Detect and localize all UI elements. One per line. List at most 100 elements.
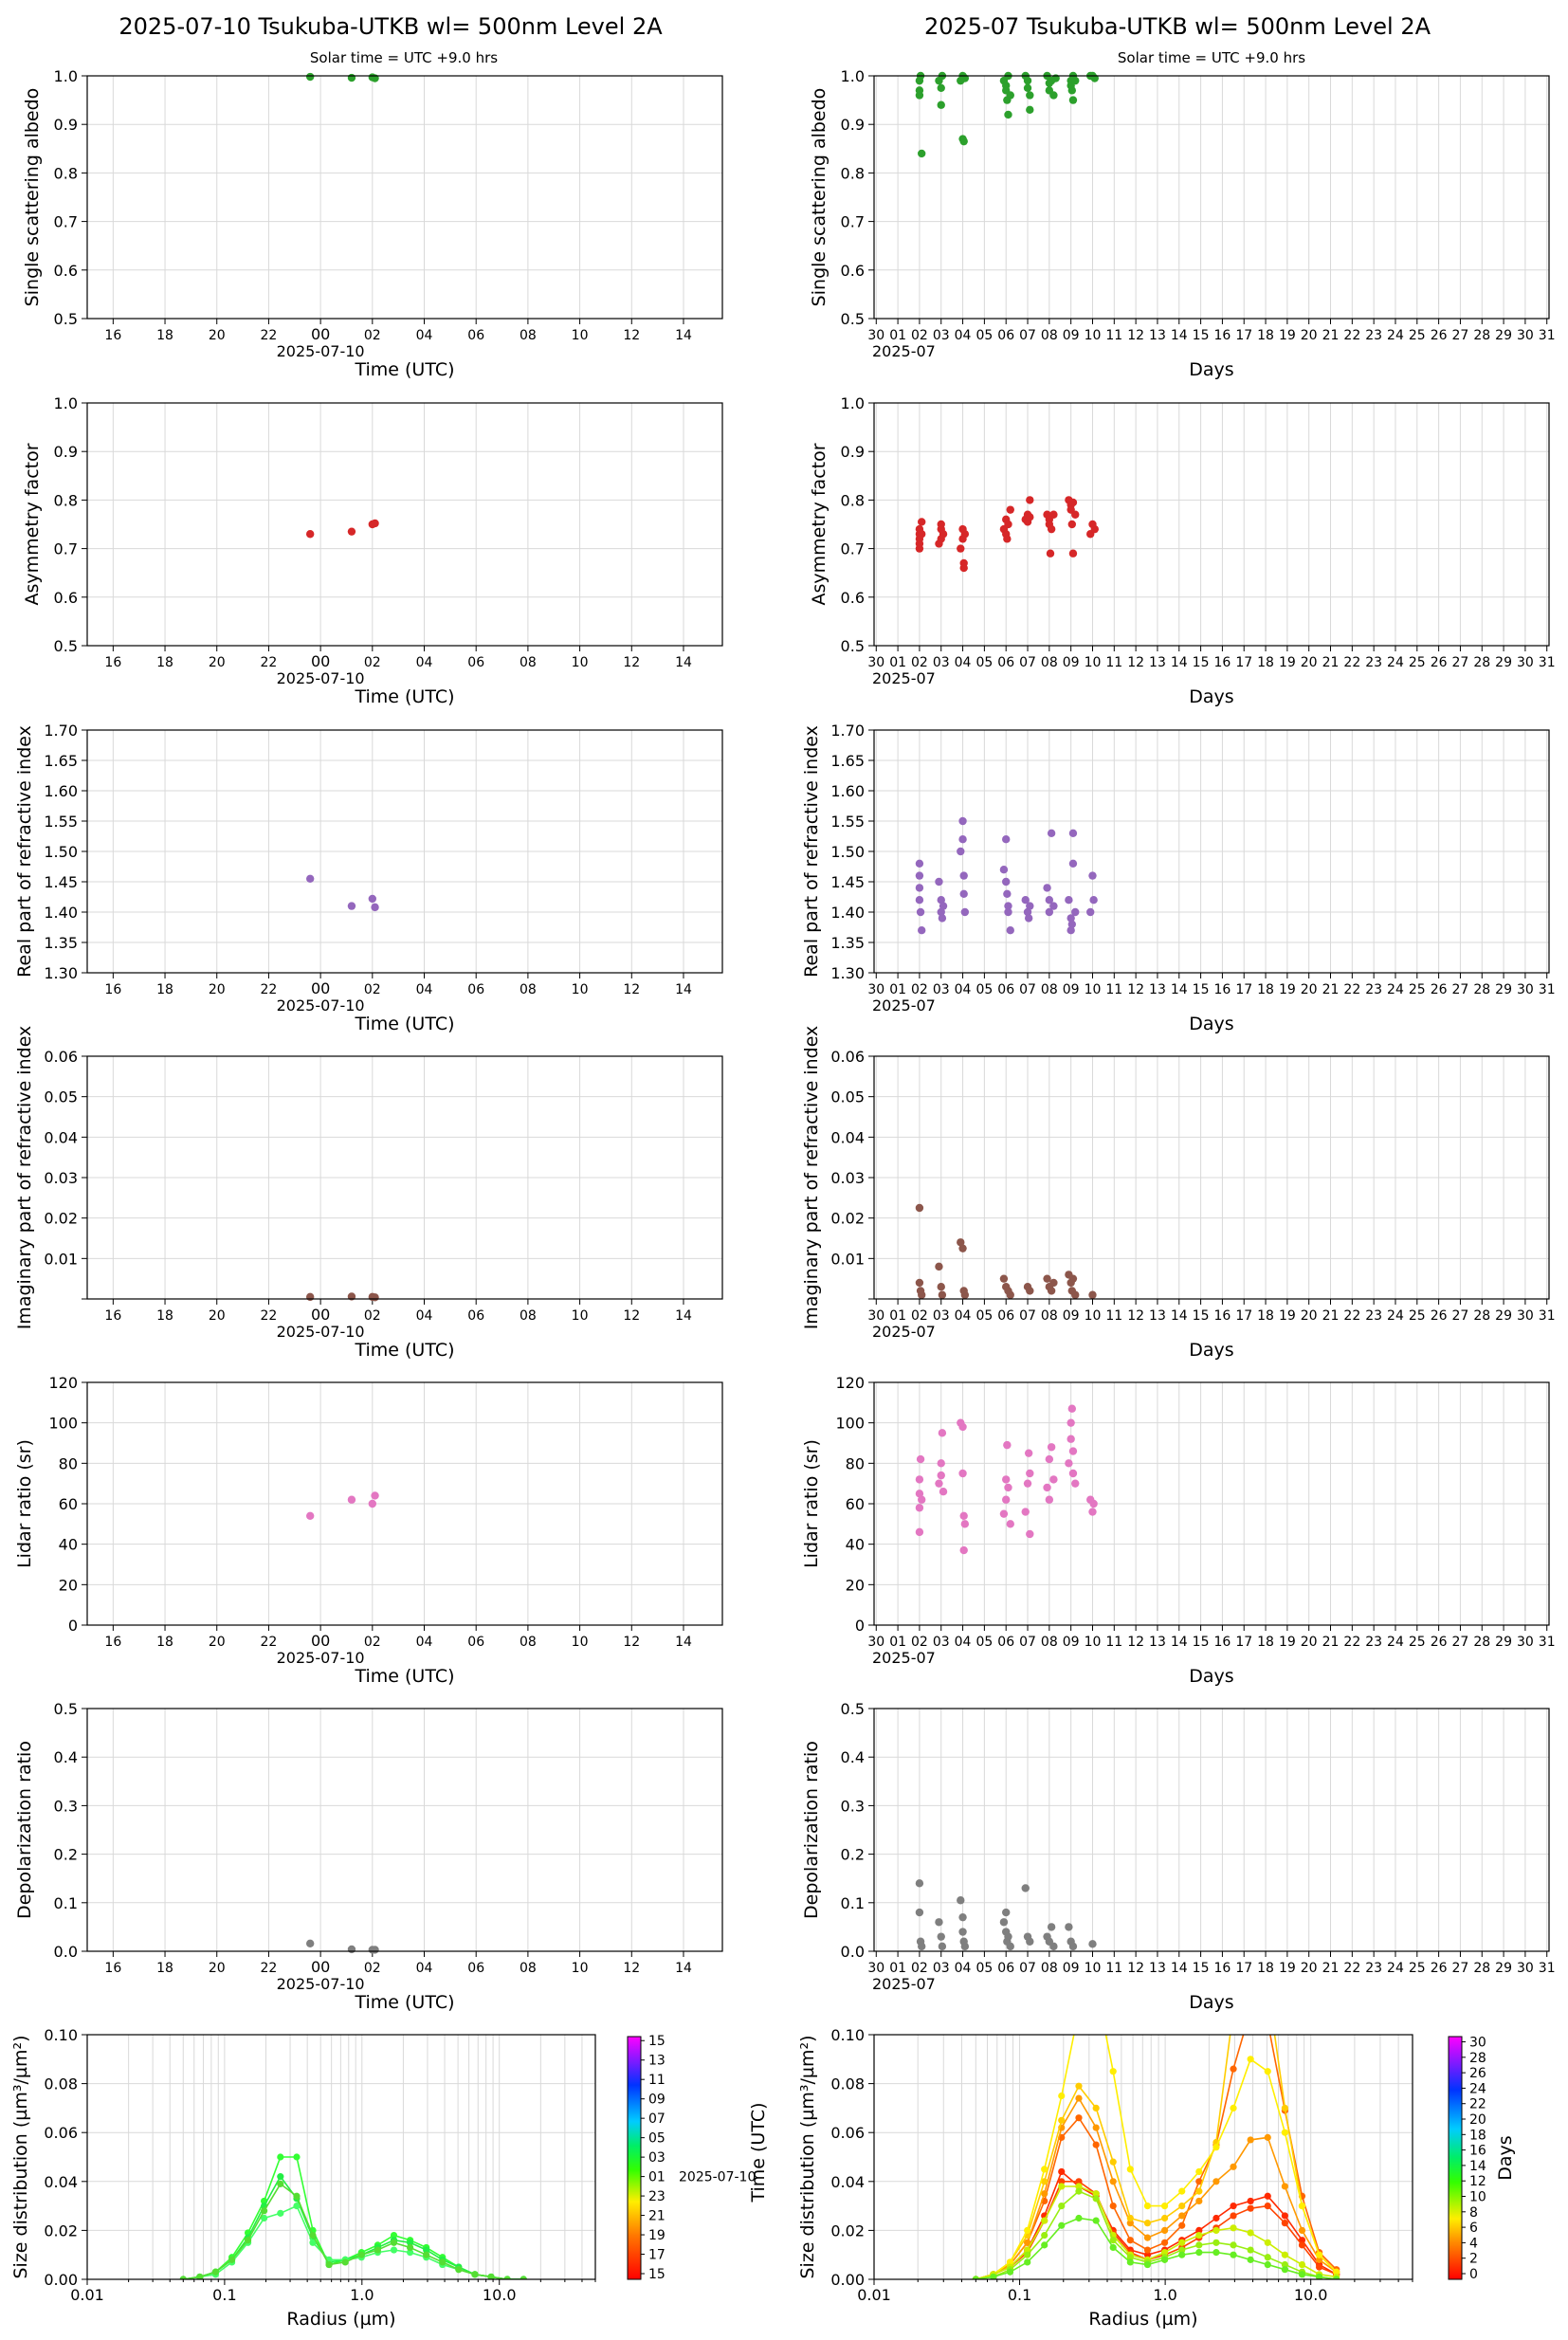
plot-frame (873, 1708, 1550, 1952)
data-point (368, 1499, 377, 1508)
x-tick-label: 04 (416, 1635, 433, 1650)
x-tick-label: 06 (467, 655, 484, 670)
y-tick-label: 1.70 (830, 722, 865, 740)
data-point (1068, 829, 1078, 837)
x-tick-label: 31 (1539, 1308, 1556, 1324)
colorbar-tick-label: 6 (1469, 2221, 1478, 2236)
x-tick-label: 04 (955, 655, 972, 670)
data-point (1043, 1274, 1051, 1283)
x-tick-label: 00 (311, 1958, 330, 1976)
data-point (918, 1942, 926, 1951)
size-data-point (1075, 2094, 1083, 2102)
y-tick-label: 0.01 (830, 1250, 865, 1268)
data-point (1004, 110, 1012, 119)
ssa_daily-panel: 0.5 0.6 0.7 0.8 0.9 1.0 16 18 20 22 00 02 04 06 08 10 12… (22, 67, 723, 380)
colorbar-tick-label: 10 (1469, 2190, 1486, 2205)
size-data-point (1281, 2251, 1288, 2258)
size-data-point (1212, 2214, 1220, 2222)
data-point (1047, 1443, 1056, 1452)
y-tick-label: 0.05 (44, 1088, 78, 1106)
data-point (915, 1527, 924, 1537)
data-point (1088, 1940, 1097, 1948)
size-data-point (972, 2276, 979, 2279)
y-tick-label: 0.3 (841, 1797, 865, 1815)
data-point (1026, 105, 1034, 115)
x-axis-label: Time (UTC) (354, 1014, 454, 1034)
data-point (1023, 1479, 1032, 1488)
data-point (937, 1471, 945, 1480)
size-data-point (1075, 2183, 1083, 2190)
size-data-point (1092, 2190, 1100, 2198)
x-tick-label: 05 (975, 1961, 993, 1976)
size-data-point (293, 2192, 301, 2200)
colorbar-tick-label: 14 (1469, 2159, 1486, 2174)
x-tick-label: 30 (1517, 1635, 1534, 1650)
x-tick-label: 10 (1085, 1308, 1102, 1324)
colorbar-date-label: 2025-07-10 (679, 2170, 756, 2185)
size-data-point (1041, 2178, 1048, 2185)
x-tick-label: 20 (209, 1961, 226, 1976)
x-tick-label: 28 (1473, 1308, 1490, 1324)
y-tick-label: 0.1 (841, 1894, 865, 1912)
size-data-point (277, 2180, 284, 2187)
x-tick-label: 31 (1539, 655, 1556, 670)
size-data-point (1265, 2020, 1271, 2026)
colorbar-tick-label: 0 (1469, 2267, 1478, 2282)
x-tick-label: 00 (311, 979, 330, 997)
y-tick-label: 20 (846, 1576, 865, 1594)
x-date-label: 2025-07-10 (277, 669, 365, 687)
y-tick-label: 0.2 (841, 1846, 865, 1864)
data-point (1065, 896, 1073, 905)
data-point (305, 1939, 315, 1948)
size-series-line (975, 2185, 1337, 2279)
colorbar-tick-label: 23 (648, 2189, 665, 2204)
data-point (1004, 902, 1012, 910)
size-data-point (1264, 2203, 1271, 2210)
size-data-point (1093, 1983, 1100, 1989)
data-point (1067, 914, 1075, 923)
size-distribution-layer: 0.01 0.1 1.0 10.00.000.020.040.060.080.10Ra… (10, 1983, 1516, 2330)
size-data-point (1109, 2243, 1117, 2252)
size-data-point (1230, 2251, 1237, 2258)
data-point (1065, 1923, 1073, 1931)
y-axis-label: Depolarization ratio (14, 1741, 35, 1919)
colorbar: 15 17 19 21 23 01 03 05 07 09 11 13 15 2025-07-10 (627, 2034, 756, 2282)
x-tick-label: 09 (1063, 982, 1080, 997)
x-tick-label: 23 (1365, 655, 1382, 670)
x-tick-label: 05 (975, 1635, 993, 1650)
data-point (937, 520, 945, 529)
x-tick-label: 19 (1279, 655, 1296, 670)
data-point (960, 1942, 970, 1951)
x-tick-label: 06 (467, 1961, 484, 1976)
data-point (915, 859, 924, 868)
size-data-point (1195, 2197, 1203, 2205)
x-tick-label: 23 (1365, 1635, 1382, 1650)
x-tick-label: 04 (955, 1308, 972, 1324)
x-tick-label: 29 (1495, 1635, 1512, 1650)
size-series-line (975, 2170, 1338, 2279)
y-tick-label: 0.02 (830, 1210, 865, 1228)
x-tick-label: 11 (1105, 1961, 1122, 1976)
x-tick-label: 21 (1322, 1635, 1340, 1650)
size-data-point (1092, 2217, 1100, 2224)
colorbar-tick-label: 15 (648, 2034, 665, 2049)
depol_daily-panel: 0.0 0.1 0.2 0.3 0.4 0.5 16 18 20 22 00 02 04 06 08 10 12… (14, 1700, 723, 2013)
data-point (960, 1520, 970, 1528)
x-tick-label: 07 (1019, 1961, 1036, 1976)
plot-frame (873, 402, 1550, 647)
x-tick-label: 28 (1473, 982, 1490, 997)
asym_month-panel: 0.5 0.6 0.7 0.8 0.9 1.0 30 01 02 03 04 05 06 07 08 09 10… (809, 394, 1556, 707)
data-point (1046, 549, 1055, 558)
x-tick-label: 11 (1105, 655, 1122, 670)
x-tick-label: 20 (1301, 982, 1318, 997)
data-point (1004, 1483, 1012, 1492)
size-data-point (1212, 2178, 1220, 2185)
size-data-point (1058, 2092, 1066, 2100)
x-tick-label: 17 (1235, 1308, 1252, 1324)
size-data-point (1058, 2183, 1066, 2190)
colorbar-tick-label: 30 (1469, 2036, 1486, 2051)
data-point (1047, 829, 1056, 837)
size-data-point (1006, 2258, 1014, 2266)
x-tick-label: 06 (997, 982, 1014, 997)
x-tick-label: 18 (156, 982, 173, 997)
